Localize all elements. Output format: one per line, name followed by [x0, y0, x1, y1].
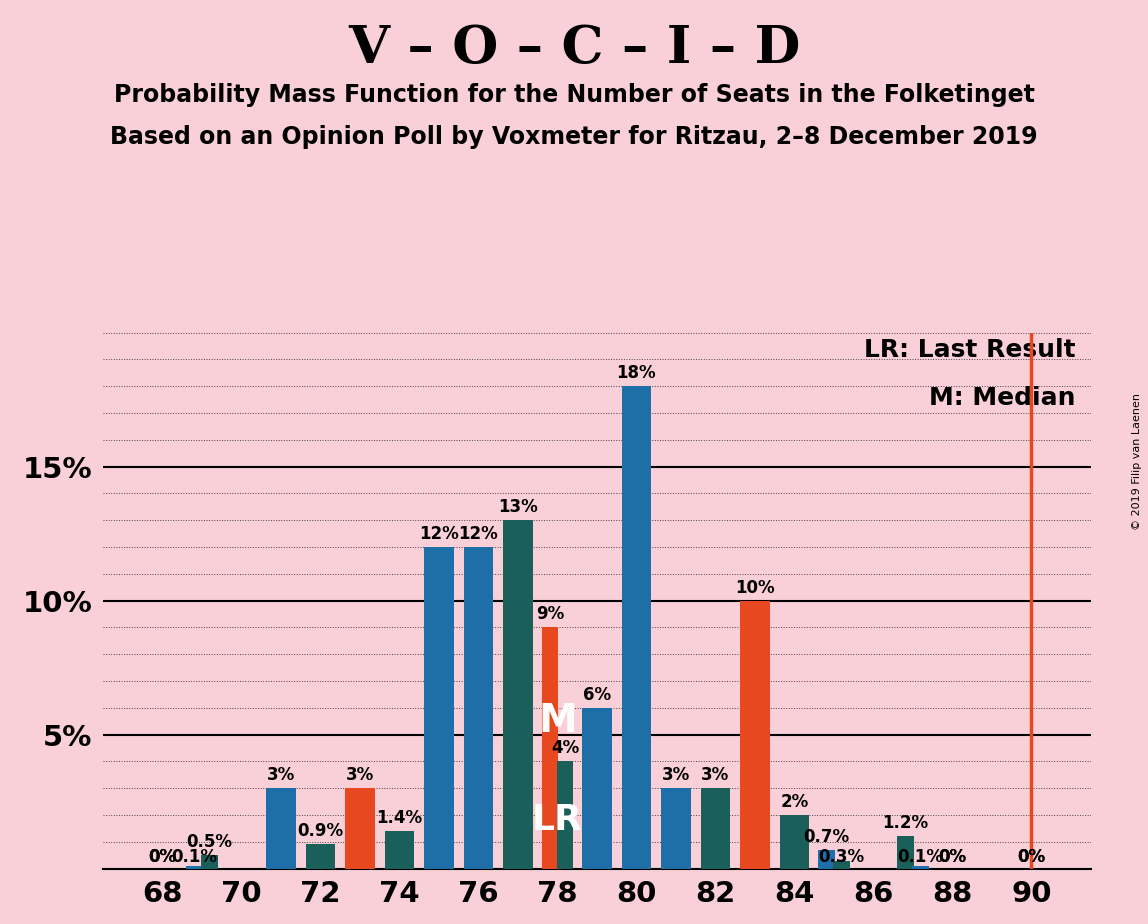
- Text: 3%: 3%: [346, 766, 374, 784]
- Text: 12%: 12%: [419, 525, 459, 543]
- Text: 0%: 0%: [938, 848, 967, 866]
- Text: 3%: 3%: [661, 766, 690, 784]
- Text: 0.9%: 0.9%: [297, 822, 343, 841]
- Bar: [503, 520, 533, 869]
- Text: 10%: 10%: [735, 578, 775, 597]
- Text: LR: Last Result: LR: Last Result: [864, 338, 1076, 362]
- Bar: [779, 815, 809, 869]
- Bar: [740, 601, 769, 869]
- Text: 1.2%: 1.2%: [883, 814, 929, 833]
- Text: 0%: 0%: [938, 848, 967, 866]
- Bar: [557, 761, 573, 869]
- Bar: [201, 856, 218, 869]
- Text: 0.7%: 0.7%: [804, 828, 850, 845]
- Bar: [582, 708, 612, 869]
- Bar: [385, 831, 414, 869]
- Text: 0%: 0%: [148, 848, 177, 866]
- Text: Probability Mass Function for the Number of Seats in the Folketinget: Probability Mass Function for the Number…: [114, 83, 1034, 107]
- Bar: [186, 866, 203, 869]
- Text: 0.5%: 0.5%: [187, 833, 233, 851]
- Text: 9%: 9%: [536, 605, 564, 624]
- Bar: [898, 836, 914, 869]
- Bar: [425, 547, 453, 869]
- Text: 2%: 2%: [781, 793, 808, 811]
- Bar: [346, 788, 375, 869]
- Text: M: M: [538, 702, 576, 740]
- Text: V – O – C – I – D: V – O – C – I – D: [348, 23, 800, 74]
- Text: 0%: 0%: [148, 848, 177, 866]
- Bar: [819, 850, 835, 869]
- Bar: [622, 386, 651, 869]
- Text: 12%: 12%: [458, 525, 498, 543]
- Bar: [700, 788, 730, 869]
- Bar: [266, 788, 296, 869]
- Bar: [305, 845, 335, 869]
- Text: Based on an Opinion Poll by Voxmeter for Ritzau, 2–8 December 2019: Based on an Opinion Poll by Voxmeter for…: [110, 125, 1038, 149]
- Text: 0%: 0%: [1017, 848, 1046, 866]
- Text: 1.4%: 1.4%: [377, 809, 422, 827]
- Text: M: Median: M: Median: [929, 386, 1076, 410]
- Text: 6%: 6%: [583, 686, 611, 704]
- Bar: [542, 627, 558, 869]
- Bar: [661, 788, 691, 869]
- Text: © 2019 Filip van Laenen: © 2019 Filip van Laenen: [1132, 394, 1142, 530]
- Text: 13%: 13%: [498, 498, 538, 517]
- Text: 0%: 0%: [1017, 848, 1046, 866]
- Text: 0.3%: 0.3%: [819, 848, 864, 866]
- Bar: [464, 547, 494, 869]
- Text: LR: LR: [532, 803, 583, 837]
- Text: 3%: 3%: [266, 766, 295, 784]
- Text: 4%: 4%: [551, 739, 579, 758]
- Bar: [833, 860, 850, 869]
- Text: 0.1%: 0.1%: [171, 848, 217, 866]
- Text: 0.1%: 0.1%: [898, 848, 944, 866]
- Bar: [913, 866, 929, 869]
- Text: 18%: 18%: [616, 364, 657, 383]
- Text: 3%: 3%: [701, 766, 730, 784]
